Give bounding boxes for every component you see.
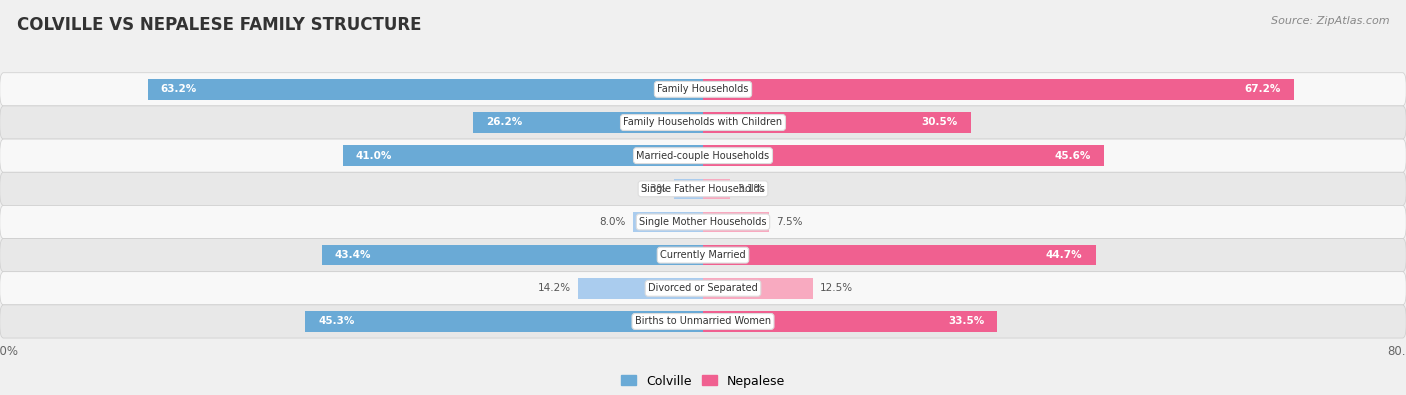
Text: Divorced or Separated: Divorced or Separated — [648, 283, 758, 293]
Bar — [703, 179, 730, 199]
Text: 33.5%: 33.5% — [948, 316, 984, 326]
Text: 26.2%: 26.2% — [486, 117, 522, 128]
Bar — [703, 245, 1095, 265]
Legend: Colville, Nepalese: Colville, Nepalese — [616, 370, 790, 393]
Bar — [322, 245, 703, 265]
Text: 41.0%: 41.0% — [356, 150, 392, 161]
FancyBboxPatch shape — [0, 139, 1406, 172]
Text: 3.1%: 3.1% — [737, 184, 763, 194]
Text: 7.5%: 7.5% — [776, 217, 803, 227]
Bar — [343, 145, 703, 166]
Text: 63.2%: 63.2% — [160, 85, 197, 94]
Text: 30.5%: 30.5% — [921, 117, 957, 128]
Text: 67.2%: 67.2% — [1244, 85, 1281, 94]
Text: Source: ZipAtlas.com: Source: ZipAtlas.com — [1271, 16, 1389, 26]
Text: 43.4%: 43.4% — [335, 250, 371, 260]
Bar — [673, 179, 703, 199]
Bar — [703, 212, 769, 232]
FancyBboxPatch shape — [0, 172, 1406, 205]
Text: Family Households with Children: Family Households with Children — [623, 117, 783, 128]
Bar — [703, 145, 1104, 166]
Bar — [633, 212, 703, 232]
FancyBboxPatch shape — [0, 73, 1406, 106]
FancyBboxPatch shape — [0, 305, 1406, 338]
Text: 14.2%: 14.2% — [538, 283, 571, 293]
Bar — [148, 79, 703, 100]
FancyBboxPatch shape — [0, 106, 1406, 139]
Text: 45.6%: 45.6% — [1054, 150, 1091, 161]
Text: 12.5%: 12.5% — [820, 283, 853, 293]
Bar — [703, 79, 1294, 100]
Text: 3.3%: 3.3% — [641, 184, 666, 194]
Text: Births to Unmarried Women: Births to Unmarried Women — [636, 316, 770, 326]
Text: Currently Married: Currently Married — [661, 250, 745, 260]
Bar — [305, 311, 703, 332]
FancyBboxPatch shape — [0, 205, 1406, 239]
Text: 45.3%: 45.3% — [318, 316, 354, 326]
Text: COLVILLE VS NEPALESE FAMILY STRUCTURE: COLVILLE VS NEPALESE FAMILY STRUCTURE — [17, 16, 422, 34]
Bar — [703, 311, 997, 332]
Bar — [472, 112, 703, 133]
Text: 44.7%: 44.7% — [1046, 250, 1083, 260]
Text: Single Mother Households: Single Mother Households — [640, 217, 766, 227]
FancyBboxPatch shape — [0, 239, 1406, 272]
Text: Married-couple Households: Married-couple Households — [637, 150, 769, 161]
Bar — [578, 278, 703, 299]
Text: Single Father Households: Single Father Households — [641, 184, 765, 194]
Bar — [703, 278, 813, 299]
Text: Family Households: Family Households — [658, 85, 748, 94]
Bar — [703, 112, 972, 133]
Text: 8.0%: 8.0% — [599, 217, 626, 227]
FancyBboxPatch shape — [0, 272, 1406, 305]
